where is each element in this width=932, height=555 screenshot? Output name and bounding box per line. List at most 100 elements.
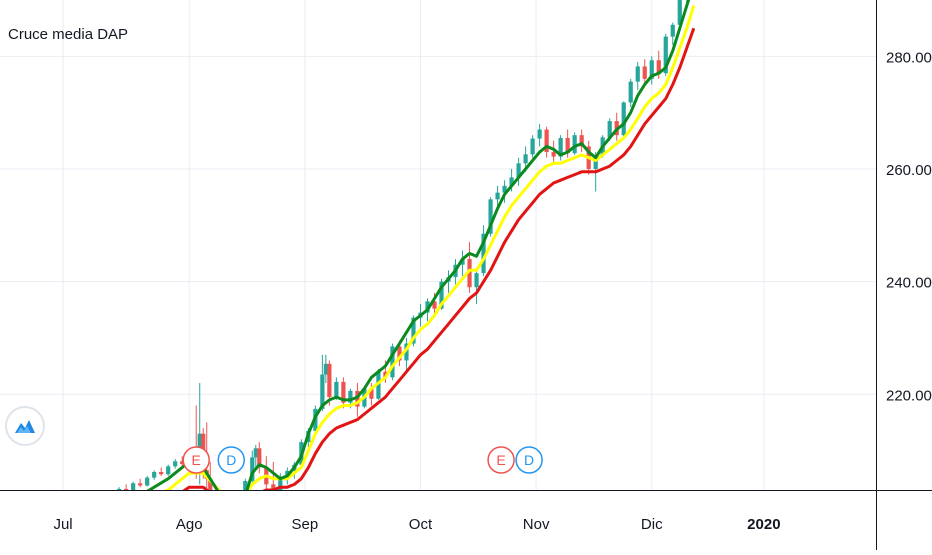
candle-body	[33, 510, 37, 513]
grid-layer	[0, 0, 876, 490]
candle-body	[236, 497, 240, 514]
candle-body	[677, 0, 682, 25]
candle-body	[117, 488, 122, 490]
candle-body	[124, 488, 129, 490]
candle-body	[138, 483, 143, 486]
candle-body	[145, 477, 150, 486]
candle-body	[439, 281, 444, 309]
candle-body	[551, 152, 556, 157]
candle-body	[502, 185, 507, 193]
candle-body	[474, 273, 479, 288]
candle-body	[411, 317, 416, 344]
candle-body	[166, 466, 171, 475]
x-tick-label: Nov	[523, 516, 550, 533]
candle-body	[397, 346, 402, 361]
candle-body	[516, 163, 521, 178]
candle-body	[530, 138, 535, 155]
candle-body	[607, 121, 612, 138]
y-tick-label: 240.00	[886, 275, 932, 292]
candle-body	[537, 129, 542, 139]
candle-body	[663, 36, 668, 74]
candle-body	[425, 301, 430, 313]
earnings-marker[interactable]: E	[182, 446, 210, 474]
candle-body	[390, 346, 395, 378]
event-label: E	[192, 452, 201, 468]
candle-body	[544, 129, 549, 153]
candle-body	[180, 461, 185, 465]
candle-body	[222, 504, 226, 512]
y-tick-label: 220.00	[886, 387, 932, 404]
candle-body	[642, 66, 647, 79]
candles-layer	[33, 0, 688, 514]
moving-averages-layer	[146, 0, 696, 490]
candle-body	[54, 507, 58, 509]
candle-body	[61, 506, 65, 509]
candle-body	[558, 137, 563, 157]
candle-body	[621, 102, 626, 136]
event-label: E	[496, 452, 505, 468]
candle-body	[68, 502, 72, 505]
moving-average-line	[164, 5, 696, 490]
candle-body	[323, 363, 328, 375]
candle-body	[103, 497, 107, 499]
candle-body	[404, 343, 409, 361]
x-tick-label: Jul	[53, 516, 72, 533]
candle-body	[649, 60, 654, 79]
candle-body	[488, 199, 493, 234]
candle-body	[253, 448, 258, 458]
x-tick-label: Ago	[176, 516, 203, 533]
candle-body	[369, 388, 374, 399]
event-circle	[182, 446, 210, 474]
candle-body	[348, 390, 353, 403]
candle-body	[565, 137, 570, 154]
x-tick-label: Sep	[291, 516, 318, 533]
candle-body	[215, 498, 219, 512]
moving-average-line	[146, 0, 691, 490]
earnings-marker[interactable]: E	[487, 446, 515, 474]
candle-body	[250, 457, 255, 481]
candle-body	[131, 483, 136, 490]
event-label: D	[226, 452, 236, 468]
candle-body	[47, 507, 51, 508]
candle-body	[670, 24, 675, 37]
event-circle	[217, 446, 246, 474]
candle-body	[579, 135, 584, 147]
candle-body	[243, 480, 248, 490]
candle-body	[257, 448, 262, 468]
moving-average-line	[182, 27, 696, 490]
candle-body	[460, 259, 465, 265]
candle-body	[509, 177, 514, 186]
dividend-marker[interactable]: D	[515, 446, 543, 474]
candle-body	[96, 497, 100, 499]
y-tick-label: 260.00	[886, 162, 932, 179]
candle-body	[495, 192, 500, 200]
mountain-logo-icon[interactable]	[5, 406, 45, 446]
candle-body	[467, 259, 472, 288]
candle-body	[376, 371, 381, 399]
candle-body	[341, 381, 346, 403]
candle-body	[355, 390, 360, 407]
candle-body	[40, 508, 44, 510]
x-tick-label: Oct	[409, 516, 433, 533]
dividend-marker[interactable]: D	[217, 446, 246, 474]
candle-body	[229, 504, 233, 514]
candle-body	[523, 154, 528, 164]
x-tick-label: 2020	[747, 516, 780, 533]
event-circle	[515, 446, 543, 474]
candle-body	[327, 363, 332, 398]
y-tick-label: 280.00	[886, 49, 932, 66]
candle-body	[152, 471, 157, 478]
mountain-logo-glyph	[15, 420, 35, 433]
candle-body	[334, 381, 339, 398]
event-label: D	[524, 452, 534, 468]
candle-body	[635, 66, 640, 82]
candle-body	[173, 461, 178, 467]
candle-body	[89, 499, 93, 501]
candle-body	[572, 135, 577, 154]
candle-body	[628, 81, 633, 103]
candle-body	[159, 471, 164, 475]
